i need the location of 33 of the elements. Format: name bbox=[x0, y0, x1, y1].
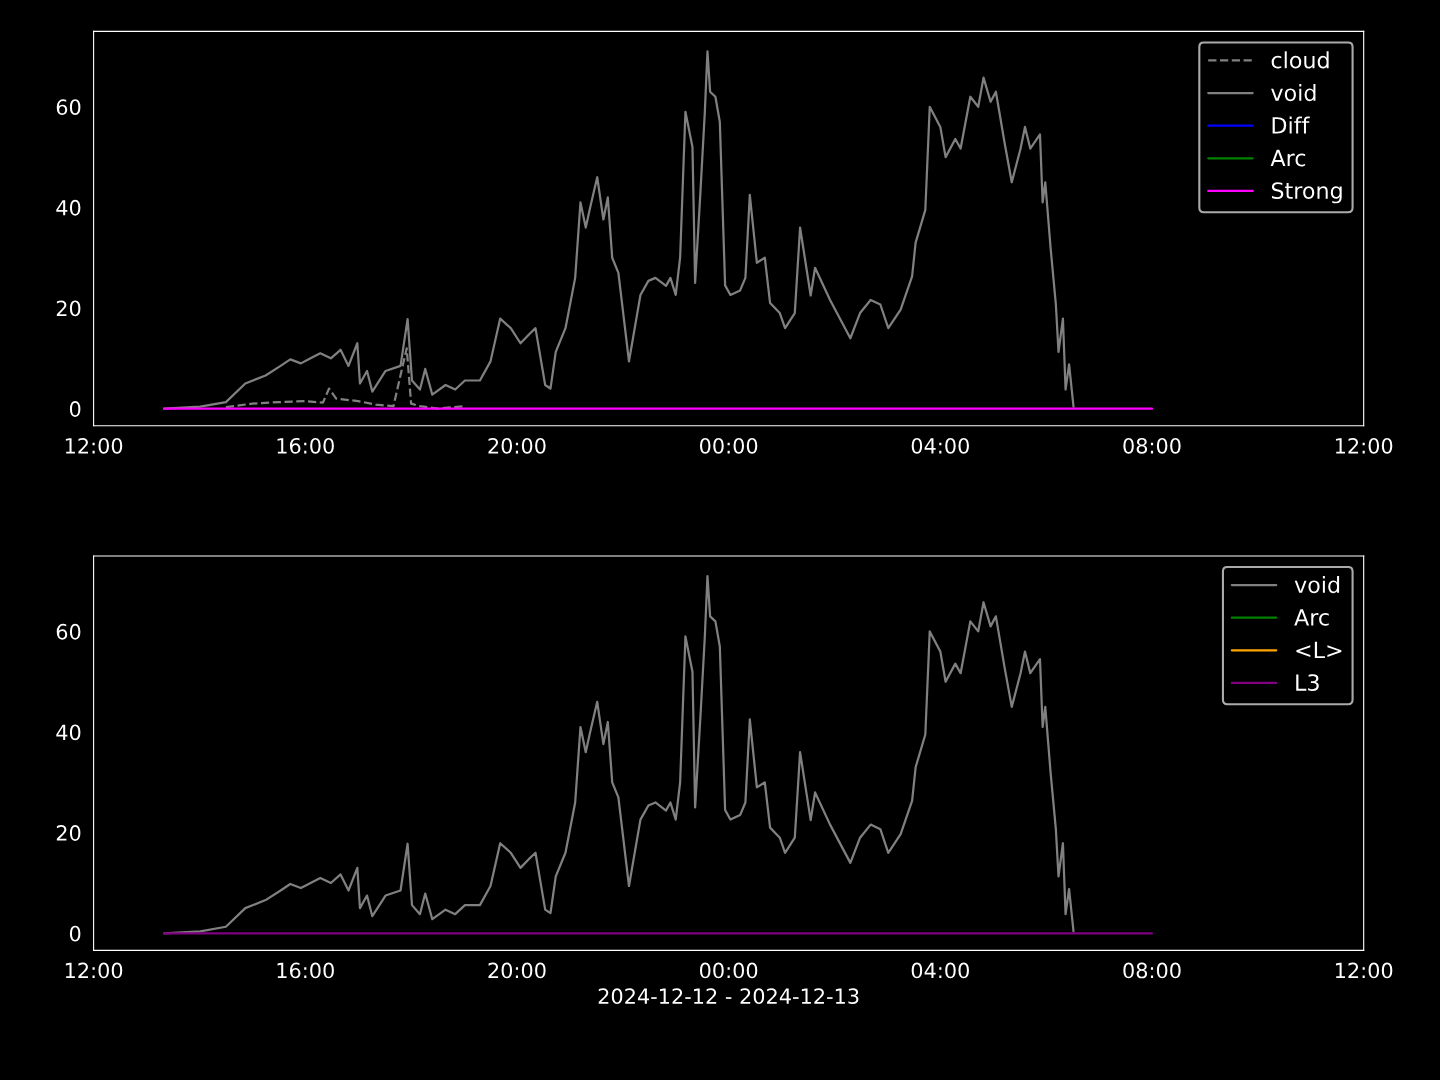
x-tick-label: 16:00 bbox=[277, 437, 334, 454]
legend-label: Arc bbox=[1270, 149, 1306, 167]
legend-label: <L> bbox=[1296, 641, 1342, 659]
y-tick-label: 60 bbox=[56, 623, 81, 640]
x-tick-label: 08:00 bbox=[1123, 962, 1181, 979]
y-tick-label: 20 bbox=[56, 825, 81, 841]
legend-label: cloud bbox=[1271, 51, 1329, 69]
y-tick-label: 20 bbox=[56, 300, 81, 317]
x-tick-label: 04:00 bbox=[911, 962, 969, 979]
y-tick-label: 60 bbox=[56, 99, 81, 115]
y-tick-label: 0 bbox=[69, 925, 81, 942]
x-tick-label: 12:00 bbox=[1335, 962, 1393, 979]
x-tick-label: 12:00 bbox=[1335, 437, 1393, 454]
x-tick-label: 04:00 bbox=[911, 437, 969, 454]
x-tick-label: 20:00 bbox=[488, 437, 546, 454]
x-tick-label: 12:00 bbox=[65, 962, 123, 979]
legend-label: void bbox=[1271, 83, 1316, 102]
y-tick-label: 40 bbox=[56, 199, 81, 216]
x-tick-label: 12:00 bbox=[65, 437, 123, 454]
x-tick-label: 00:00 bbox=[699, 962, 758, 979]
legend-label: L3 bbox=[1296, 674, 1319, 691]
x-tick-label: 20:00 bbox=[488, 962, 546, 979]
x-tick-label: 00:00 bbox=[699, 437, 758, 454]
legend-label: void bbox=[1294, 575, 1340, 594]
x-axis-title: 2024-12-12 - 2024-12-13 bbox=[598, 988, 859, 1005]
y-tick-label: 0 bbox=[69, 401, 81, 417]
legend-label: Strong bbox=[1271, 182, 1342, 204]
legend-label: Arc bbox=[1294, 609, 1329, 626]
x-tick-label: 08:00 bbox=[1123, 437, 1181, 454]
legend-label: Diff bbox=[1272, 116, 1310, 134]
y-tick-label: 40 bbox=[56, 724, 81, 741]
line-series bbox=[163, 50, 1075, 410]
x-tick-label: 16:00 bbox=[277, 962, 334, 979]
